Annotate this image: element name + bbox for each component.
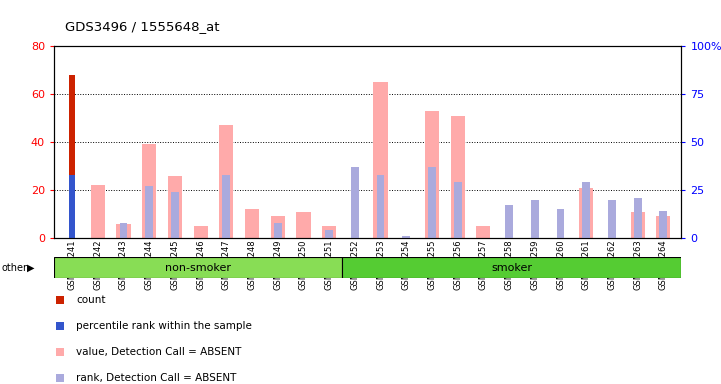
Bar: [579, 188, 593, 238]
Bar: [219, 125, 234, 238]
Bar: [477, 226, 490, 238]
Bar: [660, 211, 667, 238]
Bar: [193, 226, 208, 238]
Bar: [583, 182, 590, 238]
Bar: [54, 257, 342, 278]
Bar: [91, 185, 105, 238]
Bar: [505, 205, 513, 238]
Bar: [116, 223, 131, 238]
Bar: [376, 175, 384, 238]
Bar: [342, 257, 681, 278]
Bar: [274, 223, 282, 238]
Text: value, Detection Call = ABSENT: value, Detection Call = ABSENT: [76, 347, 242, 358]
Text: percentile rank within the sample: percentile rank within the sample: [76, 321, 252, 331]
Text: GDS3496 / 1555648_at: GDS3496 / 1555648_at: [65, 20, 219, 33]
Bar: [69, 75, 75, 238]
Text: rank, Detection Call = ABSENT: rank, Detection Call = ABSENT: [76, 373, 236, 383]
Bar: [270, 217, 285, 238]
Bar: [631, 212, 645, 238]
Bar: [373, 82, 388, 238]
Bar: [451, 116, 465, 238]
Bar: [454, 182, 461, 238]
Text: smoker: smoker: [491, 263, 532, 273]
Bar: [142, 144, 156, 238]
Bar: [608, 200, 616, 238]
Text: count: count: [76, 295, 105, 305]
Bar: [69, 175, 75, 238]
Bar: [656, 217, 671, 238]
Bar: [351, 167, 359, 238]
Bar: [322, 226, 336, 238]
Bar: [531, 200, 539, 238]
Bar: [120, 223, 128, 238]
Bar: [168, 176, 182, 238]
Bar: [425, 111, 439, 238]
Bar: [428, 167, 436, 238]
Bar: [325, 230, 333, 238]
Bar: [171, 192, 179, 238]
Text: non-smoker: non-smoker: [165, 263, 231, 273]
Bar: [296, 212, 311, 238]
Bar: [223, 175, 230, 238]
Bar: [245, 209, 259, 238]
Bar: [557, 209, 565, 238]
Text: ▶: ▶: [27, 263, 35, 273]
Bar: [634, 198, 642, 238]
Bar: [402, 236, 410, 238]
Text: other: other: [1, 263, 27, 273]
Bar: [146, 186, 153, 238]
